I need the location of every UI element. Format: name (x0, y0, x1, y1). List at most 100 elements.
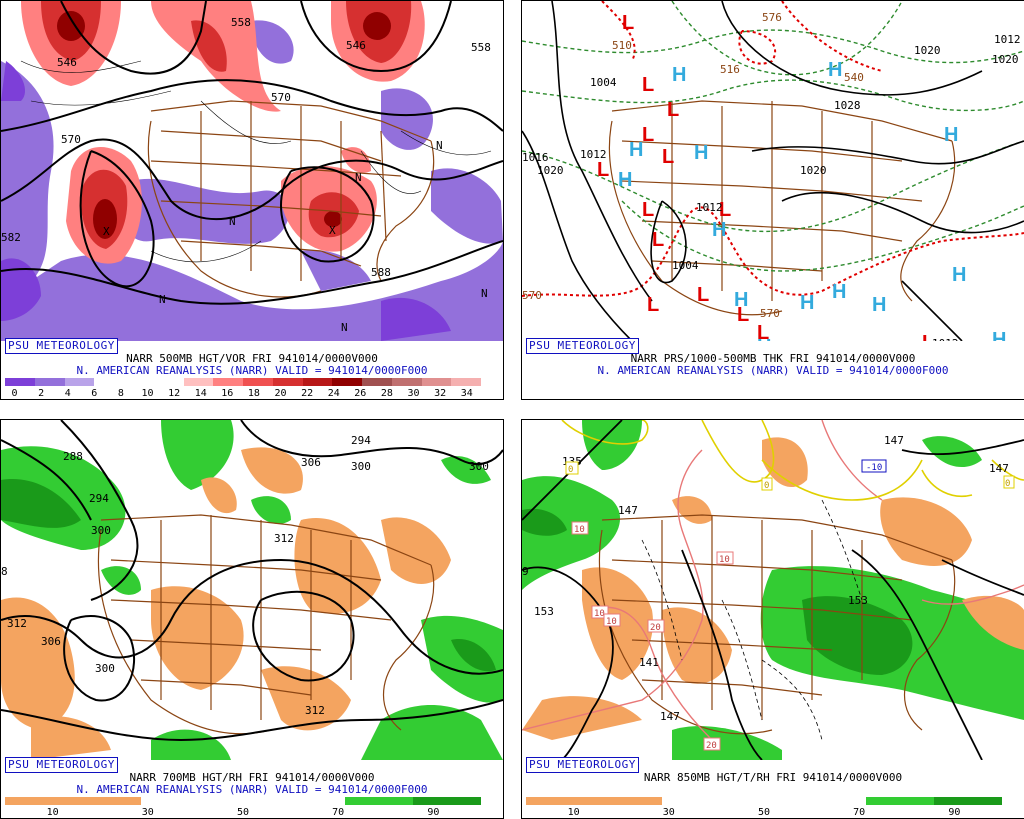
contour-label: 147 (618, 504, 638, 517)
colorbar (5, 797, 481, 805)
colorbar-tick: 4 (64, 388, 71, 399)
max-marker: X (103, 225, 110, 238)
low-marker: L (597, 159, 609, 181)
colorbar-segment (934, 797, 1002, 805)
colorbar-tick: 10 (46, 807, 59, 818)
colorbar-segment (526, 797, 594, 805)
low-marker: L (642, 199, 654, 221)
colorbar-segment (391, 378, 422, 386)
contour-label: 300 (95, 662, 115, 675)
colorbar-tick: 10 (567, 807, 580, 818)
high-marker: H (992, 329, 1006, 341)
colorbar-tick: 14 (194, 388, 207, 399)
temp-850mb-map: 135 147 147 153 153 141 147 147 9 -10 0 … (522, 420, 1024, 760)
colorbar-segment (34, 378, 65, 386)
height-contours (522, 420, 1024, 760)
low-marker: L (647, 294, 659, 316)
colorbar-tick: 34 (460, 388, 473, 399)
pressure-centers: L L L L L L L L L L L L L L H H H H H H … (597, 12, 1006, 341)
low-marker: L (719, 199, 731, 221)
colorbar-tick: 6 (91, 388, 98, 399)
panel-title: NARR 500MB HGT/VOR FRI 941014/0000V000 (126, 352, 378, 365)
isobar-label: 1028 (834, 99, 861, 112)
low-marker: L (642, 124, 654, 146)
colorbar-tick: 22 (301, 388, 314, 399)
low-marker: L (737, 304, 749, 326)
freezing-contours (561, 420, 1024, 501)
temperature-label: -10 (866, 463, 882, 473)
contour-label: 546 (57, 56, 77, 69)
panel-title: NARR 700MB HGT/RH FRI 941014/0000V000 (129, 771, 375, 784)
low-marker: L (662, 146, 674, 168)
temperature-label: 0 (764, 481, 769, 491)
political-boundaries (97, 514, 435, 735)
isobar-label: 1004 (590, 76, 617, 89)
isobar-label: 1020 (800, 164, 827, 177)
colorbar (5, 378, 481, 386)
vorticity-contours (20, 60, 492, 263)
colorbar-tick: 50 (236, 807, 250, 818)
dry-shading (522, 437, 1024, 740)
temperature-label: 20 (650, 623, 661, 633)
thickness-label: 570 (770, 1, 790, 4)
high-marker: H (618, 169, 632, 191)
colorbar-segment (141, 797, 209, 805)
colorbar-segment (798, 797, 866, 805)
colorbar-segment (213, 378, 243, 386)
temperature-label: 10 (574, 525, 585, 535)
colorbar-segment (594, 797, 662, 805)
contour-label: 9 (522, 565, 529, 578)
contour-label: 288 (63, 450, 83, 463)
colorbar-tick: 24 (327, 388, 340, 399)
low-marker: L (622, 12, 634, 34)
high-marker: H (672, 64, 686, 86)
panel-subtitle: N. AMERICAN REANALYSIS (NARR) VALID = 94… (597, 364, 949, 377)
height-contours (1, 420, 503, 742)
high-marker: H (712, 219, 726, 241)
colorbar-tick: 10 (141, 388, 154, 399)
colorbar-segment (345, 797, 413, 805)
colorbar-ticks: 10 30 50 70 90 (5, 807, 481, 818)
colorbar-ticks: 0 2 4 6 8 10 12 14 16 18 20 22 24 26 28 30 32 34 (5, 388, 481, 399)
panel-500mb-vorticity: 570 546 558 546 582 558 570 588 N N N N … (0, 0, 504, 400)
low-marker: L (757, 322, 769, 341)
high-marker: H (952, 264, 966, 286)
contour-label: 294 (351, 434, 371, 447)
credit-badge: PSU METEOROLOGY (526, 338, 639, 354)
colorbar-tick: 0 (11, 388, 18, 399)
thickness-label: 576 (762, 11, 782, 24)
high-marker: H (944, 124, 958, 146)
low-marker: L (642, 74, 654, 96)
colorbar-segment (302, 378, 333, 386)
panel-850mb-temp-rh: 135 147 147 153 153 141 147 147 9 -10 0 … (521, 419, 1024, 819)
low-marker: L (667, 99, 679, 121)
colorbar-segment (5, 797, 73, 805)
max-vorticity-center (57, 11, 391, 239)
colorbar-tick: 30 (407, 388, 420, 399)
very-moist-shading (1, 479, 496, 672)
high-marker: H (828, 59, 842, 81)
panel-title: NARR 850MB HGT/T/RH FRI 941014/0000V000 (643, 771, 903, 784)
high-marker: H (757, 336, 771, 341)
colorbar-segment (94, 378, 124, 386)
colorbar-tick: 32 (434, 388, 447, 399)
contour-label: 306 (301, 456, 321, 469)
colorbar-tick: 30 (662, 807, 675, 818)
isobars (522, 1, 1024, 341)
low-marker: L (697, 284, 709, 306)
colorbar-segment (421, 378, 452, 386)
colorbar-tick: 26 (354, 388, 367, 399)
colorbar-segment (277, 797, 345, 805)
min-marker: N (341, 321, 348, 334)
isobar-label: 1016 (522, 151, 549, 164)
colorbar-tick: 2 (38, 388, 45, 399)
colorbar-tick: 70 (332, 807, 345, 818)
contour-label: 300 (351, 460, 371, 473)
temperature-label: 10 (594, 609, 605, 619)
colorbar-tick: 90 (427, 807, 440, 818)
temperature-label: 10 (606, 617, 617, 627)
temperature-label: 0 (1005, 479, 1010, 489)
contour-label: 147 (989, 462, 1009, 475)
temperature-label: 10 (719, 555, 730, 565)
thickness-label: 570 (522, 289, 542, 302)
